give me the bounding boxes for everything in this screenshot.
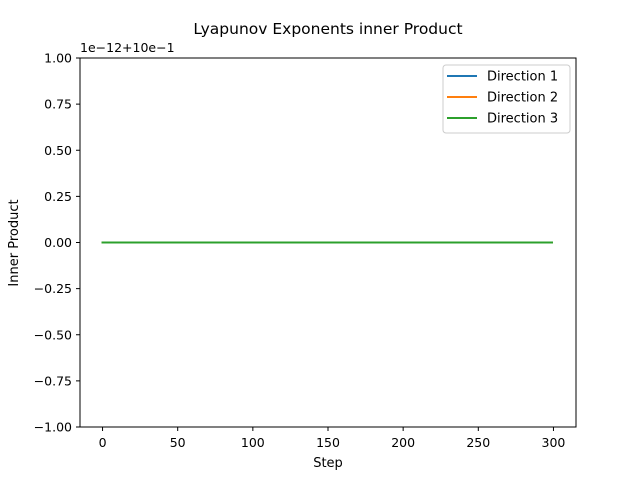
- x-axis-label: Step: [313, 456, 343, 471]
- plot-frame: [79, 57, 577, 428]
- y-axis-ticks: −1.00 −0.75 −0.50 −0.25 0.00 0.25 0.50 0.75 1.00: [34, 51, 80, 435]
- x-tick-label-300: 300: [542, 435, 566, 450]
- x-tick-label-150: 150: [316, 435, 340, 450]
- legend-label-3: Direction 3: [487, 112, 558, 127]
- y-axis-label: Inner Product: [7, 199, 22, 286]
- legend-frame: [442, 64, 571, 134]
- y-tick-label-8: 1.00: [44, 51, 72, 66]
- legend-label-2: Direction 2: [487, 91, 558, 106]
- x-tick-label-100: 100: [241, 435, 265, 450]
- x-axis-ticks: 0 50 100 150 200 250 300: [99, 427, 566, 450]
- y-tick-label-6: 0.50: [44, 143, 72, 158]
- legend-label-1: Direction 1: [487, 70, 558, 85]
- chart-title: Lyapunov Exponents inner Product: [193, 20, 462, 38]
- x-tick-label-50: 50: [170, 435, 186, 450]
- y-offset-text: 1e−12+10e−1: [80, 40, 175, 55]
- y-tick-label-1: −0.75: [34, 373, 72, 388]
- legend-items: Direction 1 Direction 2 Direction 3: [447, 70, 558, 127]
- y-tick-label-0: −1.00: [34, 420, 72, 435]
- y-tick-label-2: −0.50: [34, 327, 72, 342]
- legend: Direction 1 Direction 2 Direction 3: [442, 64, 571, 134]
- x-tick-label-250: 250: [466, 435, 490, 450]
- y-tick-label-5: 0.25: [44, 189, 72, 204]
- y-tick-label-3: −0.25: [34, 281, 72, 296]
- y-tick-label-4: 0.00: [44, 235, 72, 250]
- y-tick-label-7: 0.75: [44, 97, 72, 112]
- x-tick-label-200: 200: [391, 435, 415, 450]
- x-tick-label-0: 0: [99, 435, 107, 450]
